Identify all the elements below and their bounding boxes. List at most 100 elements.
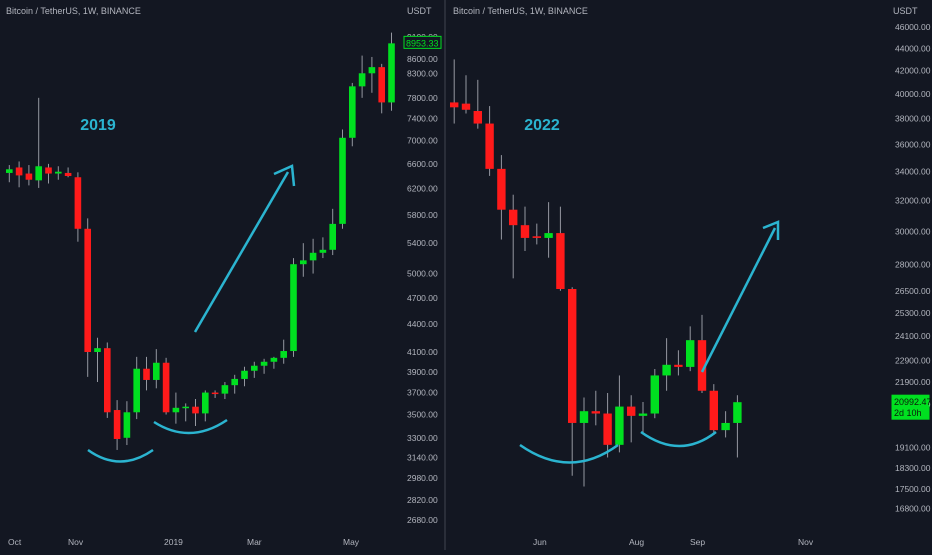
candle-body — [123, 412, 131, 438]
candle — [568, 287, 577, 476]
y-tick-label: 4700.00 — [407, 293, 438, 303]
candle — [202, 390, 209, 422]
y-tick-label: 4400.00 — [407, 319, 438, 329]
candle — [309, 238, 317, 274]
x-tick-label: Aug — [629, 537, 644, 547]
candle-body — [162, 362, 170, 413]
y-tick-label: 21900.00 — [895, 377, 931, 387]
candle — [35, 97, 42, 188]
y-tick-label: 7800.00 — [407, 93, 438, 103]
y-tick-label: 6600.00 — [407, 159, 438, 169]
x-tick-label: Oct — [8, 537, 22, 547]
candle-body — [25, 173, 33, 180]
candle — [674, 350, 683, 376]
x-tick-label: Nov — [68, 537, 84, 547]
price-badge-countdown-2022: 2d 10h — [894, 408, 922, 418]
candle-body — [104, 348, 111, 413]
candle — [579, 397, 589, 487]
candle-body — [579, 411, 589, 423]
up-arrow-shaft-2019 — [193, 171, 290, 333]
candle-body — [55, 171, 62, 174]
candle — [603, 392, 612, 458]
candle-body — [721, 422, 730, 431]
y-tick-label: 5400.00 — [407, 238, 438, 248]
candles-2022 — [450, 59, 742, 487]
chart-2019: Bitcoin / TetherUS, 1W, BINANCE USDT 910… — [6, 6, 442, 547]
candle — [721, 411, 730, 438]
candle — [260, 358, 268, 374]
candle — [450, 59, 459, 124]
candle — [162, 357, 170, 415]
candle — [251, 361, 258, 378]
price-axis-2019: 9100.008600.008300.007800.007400.007000.… — [407, 32, 438, 525]
x-tick-label: Jun — [533, 537, 547, 547]
candle-body — [231, 378, 238, 386]
candle — [686, 326, 695, 372]
candle — [104, 342, 111, 418]
up-arrow-2019 — [193, 164, 296, 333]
candle-body — [309, 252, 317, 261]
candle-body — [241, 370, 248, 379]
candle-body — [15, 167, 23, 176]
up-arrow-head-2019 — [273, 164, 296, 187]
candle — [123, 401, 131, 446]
y-tick-label: 8600.00 — [407, 54, 438, 64]
candle-body — [615, 406, 624, 445]
axis-unit-2019: USDT — [407, 6, 432, 16]
candle — [473, 79, 482, 129]
candle — [509, 194, 518, 279]
candle-body — [709, 390, 718, 431]
candle-body — [674, 364, 683, 367]
y-tick-label: 24100.00 — [895, 331, 931, 341]
candle — [349, 82, 356, 147]
candle — [591, 390, 600, 426]
candle — [55, 166, 62, 180]
candle — [461, 75, 471, 114]
y-tick-label: 8300.00 — [407, 68, 438, 78]
x-tick-label: Sep — [690, 537, 705, 547]
candle-body — [388, 43, 395, 103]
candle — [94, 337, 101, 383]
y-tick-label: 17500.00 — [895, 484, 931, 494]
chart-2022: Bitcoin / TetherUS, 1W, BINANCE USDT 460… — [450, 6, 932, 547]
candle-body — [280, 351, 287, 358]
candle — [697, 314, 707, 393]
candle-body — [221, 385, 229, 394]
candle — [6, 165, 13, 183]
candle-body — [45, 167, 52, 174]
candle-body — [84, 228, 91, 352]
candle-body — [627, 406, 636, 416]
up-arrow-head-2022 — [762, 220, 780, 240]
y-tick-label: 18300.00 — [895, 463, 931, 473]
candle-body — [733, 402, 742, 423]
y-tick-label: 28000.00 — [895, 259, 931, 269]
candle-body — [638, 413, 648, 416]
candle — [300, 243, 307, 277]
candle — [544, 202, 553, 258]
candle — [319, 237, 327, 259]
y-tick-label: 7400.00 — [407, 114, 438, 124]
bottom-arc-1-2022 — [519, 443, 619, 464]
candle — [231, 374, 238, 394]
y-tick-label: 3700.00 — [407, 388, 438, 398]
candle-body — [153, 362, 160, 380]
candle — [143, 356, 150, 391]
y-tick-label: 7000.00 — [407, 136, 438, 146]
y-tick-label: 6200.00 — [407, 184, 438, 194]
candle-body — [450, 102, 459, 108]
candle-body — [485, 123, 494, 169]
y-tick-label: 46000.00 — [895, 22, 931, 32]
candle — [662, 338, 671, 391]
candle-body — [339, 137, 346, 224]
candle-body — [378, 67, 385, 103]
candle-body — [662, 364, 671, 376]
candle-body — [686, 340, 695, 367]
candle — [45, 163, 52, 184]
y-tick-label: 42000.00 — [895, 66, 931, 76]
candle-body — [650, 375, 659, 414]
candle-body — [358, 73, 366, 87]
y-tick-label: 30000.00 — [895, 227, 931, 237]
y-tick-label: 3140.00 — [407, 452, 438, 462]
candle — [241, 366, 248, 387]
